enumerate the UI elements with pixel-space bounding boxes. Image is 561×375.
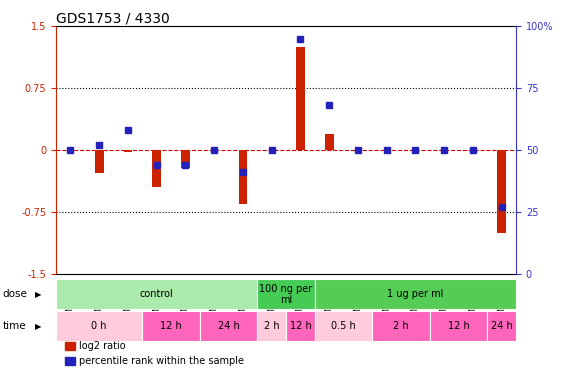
Bar [488, 311, 516, 341]
Text: 24 h: 24 h [491, 321, 513, 331]
Text: 12 h: 12 h [448, 321, 470, 331]
Text: 12 h: 12 h [160, 321, 182, 331]
Text: dose: dose [3, 290, 27, 299]
Bar [153, 150, 161, 187]
Legend: log2 ratio, percentile rank within the sample: log2 ratio, percentile rank within the s… [61, 338, 249, 370]
Bar [296, 47, 305, 150]
Bar [56, 311, 142, 341]
Text: ▶: ▶ [35, 322, 42, 331]
Bar [286, 311, 315, 341]
Bar [95, 150, 104, 173]
Text: 100 ng per
ml: 100 ng per ml [260, 284, 312, 305]
Text: 24 h: 24 h [218, 321, 240, 331]
Text: 12 h: 12 h [289, 321, 311, 331]
Text: 0 h: 0 h [91, 321, 107, 331]
Text: 2 h: 2 h [264, 321, 279, 331]
Text: GDS1753 / 4330: GDS1753 / 4330 [56, 11, 170, 25]
Bar [123, 150, 132, 152]
Bar [257, 311, 286, 341]
Bar [373, 311, 430, 341]
Text: time: time [3, 321, 26, 331]
Bar [325, 134, 334, 150]
Bar [56, 279, 257, 309]
Bar [238, 150, 247, 204]
Text: 2 h: 2 h [393, 321, 409, 331]
Bar [200, 311, 257, 341]
Bar [498, 150, 506, 232]
Text: 0.5 h: 0.5 h [331, 321, 356, 331]
Text: 1 ug per ml: 1 ug per ml [387, 290, 444, 299]
Bar [315, 279, 516, 309]
Bar [430, 311, 488, 341]
Bar [257, 279, 315, 309]
Text: ▶: ▶ [35, 290, 42, 299]
Bar [181, 150, 190, 168]
Bar [142, 311, 200, 341]
Bar [315, 311, 373, 341]
Text: control: control [140, 290, 173, 299]
